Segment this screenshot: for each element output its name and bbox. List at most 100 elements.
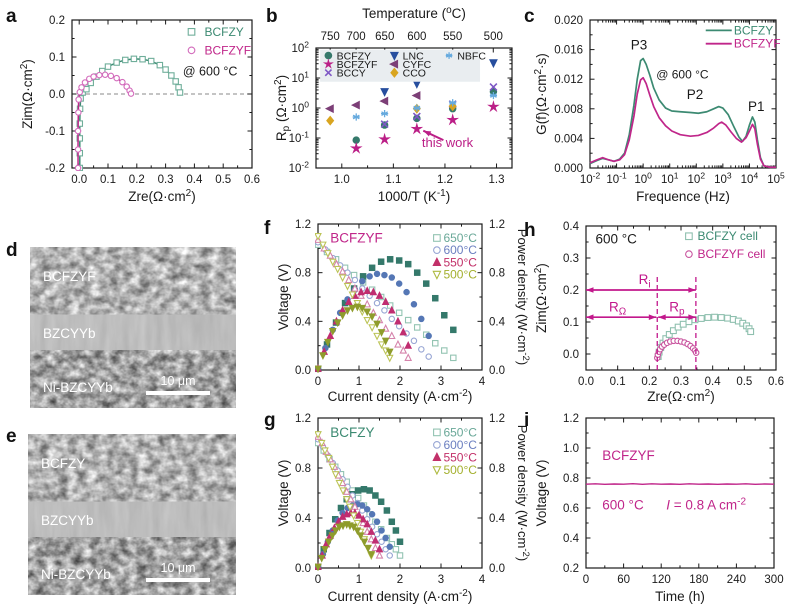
svg-text:BCFZYF: BCFZYF (204, 43, 251, 57)
svg-text:0: 0 (315, 574, 321, 586)
svg-text:60: 60 (617, 574, 630, 586)
svg-text:650: 650 (375, 31, 394, 43)
svg-text:0.4: 0.4 (295, 513, 312, 525)
svg-text:550°C: 550°C (443, 450, 477, 464)
svg-text:Rp (Ω·cm2): Rp (Ω·cm2) (273, 75, 292, 141)
svg-text:CCO: CCO (403, 68, 426, 80)
svg-text:0.0: 0.0 (49, 89, 65, 101)
svg-text:0.3: 0.3 (563, 253, 579, 265)
sem-electrolyte-layer (28, 501, 236, 541)
svg-text:600°C: 600°C (443, 438, 477, 452)
svg-text:650°C: 650°C (443, 231, 477, 245)
svg-text:BCFZYF: BCFZYF (602, 448, 655, 463)
svg-text:0.6: 0.6 (563, 503, 579, 515)
svg-text:0.0: 0.0 (489, 365, 505, 377)
svg-text:0.2: 0.2 (563, 563, 579, 575)
sem-cathode-layer (28, 434, 236, 507)
svg-text:I = 0.8 A cm-2: I = 0.8 A cm-2 (666, 496, 746, 512)
svg-text:550: 550 (443, 31, 462, 43)
svg-text:Zim(Ω·cm2): Zim(Ω·cm2) (19, 59, 35, 129)
svg-text:10-1: 10-1 (289, 130, 310, 145)
svg-text:1.2: 1.2 (563, 413, 579, 425)
svg-text:300: 300 (764, 574, 783, 586)
svg-text:1000/T (K-1): 1000/T (K-1) (378, 188, 450, 204)
sem-layer-label: Ni-BZCYYb (41, 567, 111, 582)
svg-text:600°C: 600°C (443, 243, 477, 257)
svg-text:600: 600 (407, 31, 426, 43)
svg-text:Rp: Rp (669, 299, 685, 317)
svg-text:105: 105 (767, 171, 785, 186)
panel-letter-f: f (264, 218, 271, 239)
svg-text:650°C: 650°C (443, 425, 477, 439)
svg-text:0.8: 0.8 (295, 463, 311, 475)
nyquist-comparison-chart: 0.0 0.1 0.2 0.3 0.4 0.5 0.6 0.0 0.1 0.2 0.3 0.4 Ri RΩ… (533, 221, 784, 404)
svg-text:1.0: 1.0 (563, 443, 579, 455)
svg-text:0.0: 0.0 (295, 563, 311, 575)
sem-anode-layer (28, 537, 236, 595)
svg-text:600 °C: 600 °C (602, 498, 644, 513)
svg-text:4: 4 (479, 574, 486, 586)
sem-scalebar-label: 10 μm (161, 561, 196, 575)
sem-layer-label: Ni-BZCYYb (43, 380, 113, 395)
svg-text:BCFZY: BCFZY (204, 25, 243, 39)
svg-text:BCFZY: BCFZY (734, 23, 773, 37)
svg-text:Power density (W·cm-2): Power density (W·cm-2) (515, 425, 531, 561)
panel-letter-h: h (524, 220, 536, 241)
svg-text:NBFC: NBFC (457, 51, 486, 63)
svg-text:1.2: 1.2 (295, 219, 311, 231)
svg-text:0.8: 0.8 (295, 268, 311, 280)
svg-text:0: 0 (315, 376, 321, 388)
svg-text:103: 103 (714, 171, 732, 186)
svg-text:BCFZY: BCFZY (337, 51, 371, 63)
svg-text:500: 500 (484, 31, 503, 43)
svg-text:0.0: 0.0 (295, 365, 311, 377)
series-group (589, 57, 776, 169)
svg-text:Voltage (V): Voltage (V) (534, 460, 549, 527)
svg-text:0.6: 0.6 (244, 174, 260, 186)
svg-text:0.6: 0.6 (768, 376, 784, 388)
svg-text:0.8: 0.8 (489, 463, 505, 475)
arrhenius-rp-chart: 1.0 1.1 1.2 1.3 750 700 650 600 550 500 Temperatur… (273, 5, 513, 204)
svg-text:101: 101 (291, 70, 309, 85)
svg-text:10-1: 10-1 (606, 171, 627, 186)
svg-text:0.0: 0.0 (578, 376, 594, 388)
svg-text:0: 0 (583, 574, 589, 586)
svg-text:this work: this work (422, 135, 474, 150)
svg-text:104: 104 (741, 171, 759, 186)
sem-layer-label: BCFZYF (43, 269, 96, 284)
svg-text:0.2: 0.2 (641, 376, 657, 388)
svg-text:4: 4 (479, 376, 486, 388)
panel-letter-c: c (524, 6, 535, 27)
svg-text:BCFZY cell: BCFZY cell (697, 229, 757, 243)
svg-text:Temperature (oC): Temperature (oC) (362, 5, 466, 21)
sem-layer-label: BCFZY (41, 456, 85, 471)
svg-text:BCFZYF: BCFZYF (734, 37, 781, 51)
svg-text:2: 2 (397, 574, 403, 586)
sem-cathode-layer (30, 247, 236, 320)
sem-image-bcfzyf-cell: BCFZYF BZCYYb Ni-BZCYYb 10 μm (30, 247, 236, 408)
sem-scalebar (146, 578, 210, 582)
svg-text:0.1: 0.1 (100, 174, 116, 186)
svg-text:Voltage (V): Voltage (V) (276, 460, 291, 527)
panel-letter-b: b (266, 6, 278, 27)
svg-text:0.004: 0.004 (554, 133, 583, 145)
svg-text:G(f)(Ω·cm2·s): G(f)(Ω·cm2·s) (533, 53, 549, 135)
svg-text:2: 2 (397, 376, 403, 388)
svg-text:100: 100 (291, 100, 309, 115)
svg-text:600 °C: 600 °C (596, 232, 638, 247)
svg-text:0.016: 0.016 (554, 45, 583, 57)
panel-letter-a: a (6, 6, 17, 27)
drt-chart: 10-2 10-1 100 101 102 103 104 105 0.000 0.004 0.00… (533, 15, 785, 204)
svg-text:1.3: 1.3 (489, 174, 505, 186)
svg-text:Ri: Ri (639, 272, 651, 290)
svg-text:1.1: 1.1 (385, 174, 401, 186)
svg-text:Zre(Ω·cm2): Zre(Ω·cm2) (128, 188, 195, 204)
svg-text:1.2: 1.2 (437, 174, 453, 186)
series-group (585, 482, 775, 486)
svg-text:0.0: 0.0 (71, 174, 87, 186)
sem-anode-layer (30, 350, 236, 408)
svg-text:500°C: 500°C (443, 463, 477, 477)
